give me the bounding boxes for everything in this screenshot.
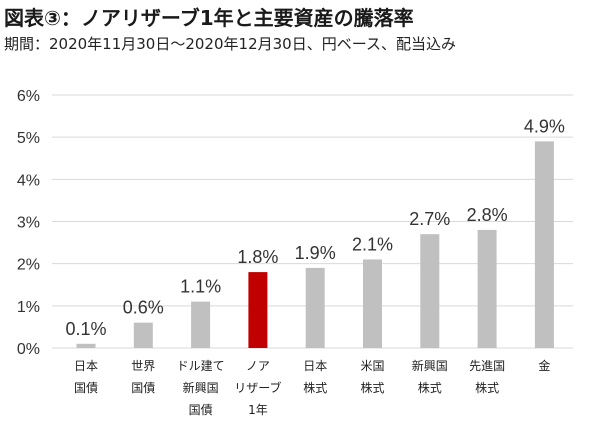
value-label: 4.9% bbox=[524, 116, 565, 136]
y-tick-label: 6% bbox=[17, 88, 40, 105]
value-label: 2.7% bbox=[409, 209, 450, 229]
bar bbox=[477, 229, 497, 348]
bar bbox=[363, 259, 382, 348]
value-label: 1.9% bbox=[295, 243, 336, 263]
category-label: 金 bbox=[538, 358, 550, 373]
category-label: 米国 bbox=[360, 359, 384, 373]
category-label: リザーブ bbox=[234, 380, 281, 395]
category-label: 先進国 bbox=[469, 359, 505, 373]
bar bbox=[420, 234, 440, 348]
category-label: 株式 bbox=[475, 380, 499, 395]
category-label: 国債 bbox=[189, 402, 213, 417]
category-label: 世界 bbox=[131, 359, 155, 373]
bar bbox=[534, 141, 554, 348]
value-label: 2.8% bbox=[467, 205, 508, 225]
bar bbox=[248, 272, 268, 348]
bar bbox=[191, 301, 211, 348]
y-tick-label: 4% bbox=[17, 172, 40, 189]
y-axis-ticks: 0% 1% 2% 3% 4% 5% 6% bbox=[17, 88, 40, 358]
category-label: 日本 bbox=[303, 359, 327, 373]
y-tick-label: 1% bbox=[17, 299, 40, 316]
y-tick-label: 3% bbox=[17, 215, 40, 232]
category-label: 1年 bbox=[248, 403, 268, 417]
y-tick-label: 5% bbox=[17, 130, 40, 147]
category-label: 国債 bbox=[74, 380, 98, 395]
category-label: 株式 bbox=[360, 380, 384, 395]
bars bbox=[76, 141, 554, 348]
bar bbox=[76, 343, 96, 348]
value-label: 0.1% bbox=[65, 319, 106, 339]
y-tick-label: 0% bbox=[17, 341, 40, 358]
category-label: 株式 bbox=[303, 380, 327, 395]
category-label: 株式 bbox=[418, 380, 442, 395]
y-tick-label: 2% bbox=[17, 257, 40, 274]
category-label: 日本 bbox=[74, 359, 98, 373]
category-label: ドル建て bbox=[177, 359, 225, 373]
chart-title: 図表③：ノアリザーブ1年と主要資産の騰落率 bbox=[4, 6, 414, 30]
category-label: 新興国 bbox=[183, 380, 219, 395]
chart-subtitle: 期間：2020年11月30日～2020年12月30日、円ベース、配当込み bbox=[4, 35, 456, 53]
value-label: 2.1% bbox=[352, 234, 393, 254]
category-label: 国債 bbox=[131, 380, 155, 395]
value-label: 1.1% bbox=[180, 277, 221, 297]
value-label: 0.6% bbox=[123, 298, 164, 318]
value-label: 1.8% bbox=[237, 247, 278, 267]
category-label: 新興国 bbox=[412, 358, 448, 373]
category-label: ノア bbox=[246, 359, 270, 373]
bar bbox=[305, 267, 325, 348]
value-labels: 0.1% 0.6% 1.1% 1.8% 1.9% 2.1% 2.7% 2.8% 4.9% bbox=[65, 116, 564, 338]
category-labels: 日本国債世界国債ドル建て新興国国債ノアリザーブ1年日本株式米国株式新興国株式先進… bbox=[74, 358, 550, 417]
bar bbox=[133, 322, 153, 348]
